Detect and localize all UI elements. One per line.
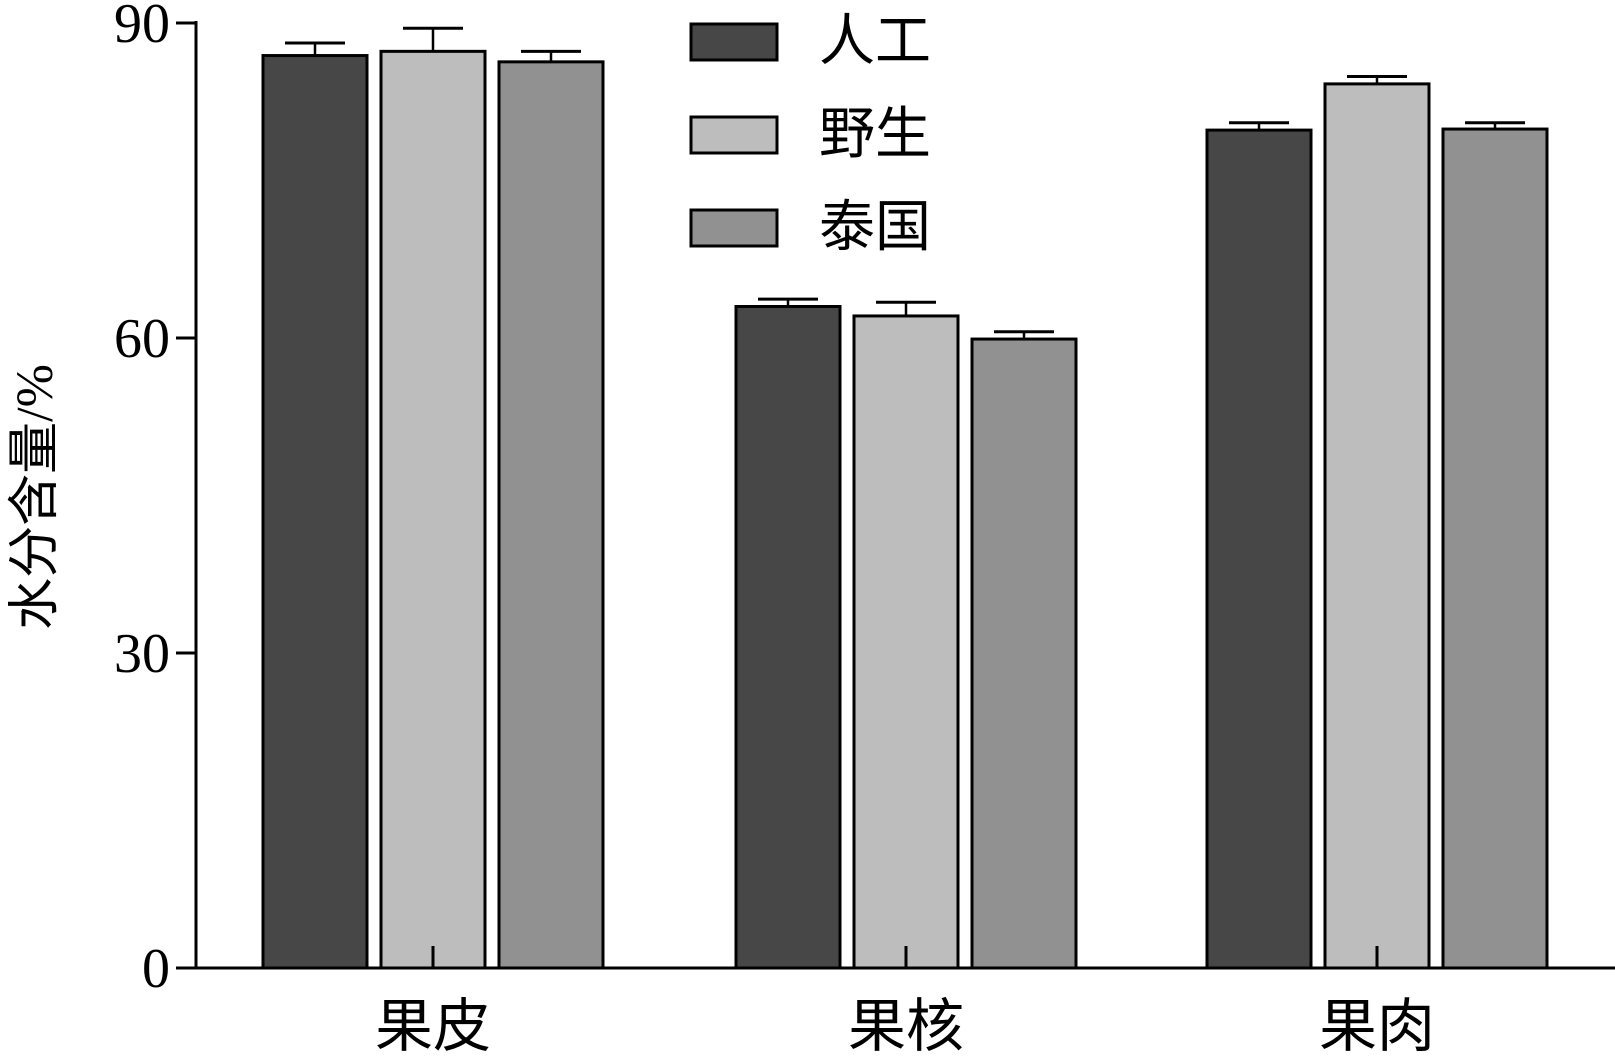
- y-tick-label-60: 60: [114, 308, 170, 370]
- y-tick-label-90: 90: [114, 0, 170, 55]
- bar-cat0-s0: [261, 54, 369, 970]
- legend-swatch-0: [689, 22, 779, 62]
- x-category-label-1: 果核: [848, 994, 964, 1059]
- bar-cat1-s1: [852, 314, 960, 970]
- axes-layer: 0 30 60 90 果皮 果核 果肉: [114, 0, 1615, 1059]
- y-tick-label-0: 0: [142, 938, 170, 1000]
- x-category-label-0: 果皮: [375, 994, 491, 1059]
- bars-layer: [261, 26, 1549, 970]
- x-category-label-2: 果肉: [1319, 994, 1435, 1059]
- legend-label-0: 人工: [819, 11, 931, 73]
- bar-cat2-s2: [1441, 127, 1549, 970]
- bar-cat1-s2: [970, 337, 1078, 970]
- bar-cat2-s0: [1205, 128, 1313, 970]
- legend-label-2: 泰国: [819, 197, 931, 259]
- bar-cat0-s2: [497, 60, 605, 970]
- legend-swatch-2: [689, 208, 779, 248]
- bar-cat2-s1: [1323, 82, 1431, 970]
- y-tick-label-30: 30: [114, 623, 170, 685]
- bar-cat1-s0: [734, 305, 842, 970]
- y-axis-label: 水分含量/%: [7, 364, 64, 630]
- legend-swatch-1: [689, 115, 779, 155]
- bar-cat0-s1: [379, 49, 487, 970]
- legend-label-1: 野生: [819, 104, 931, 166]
